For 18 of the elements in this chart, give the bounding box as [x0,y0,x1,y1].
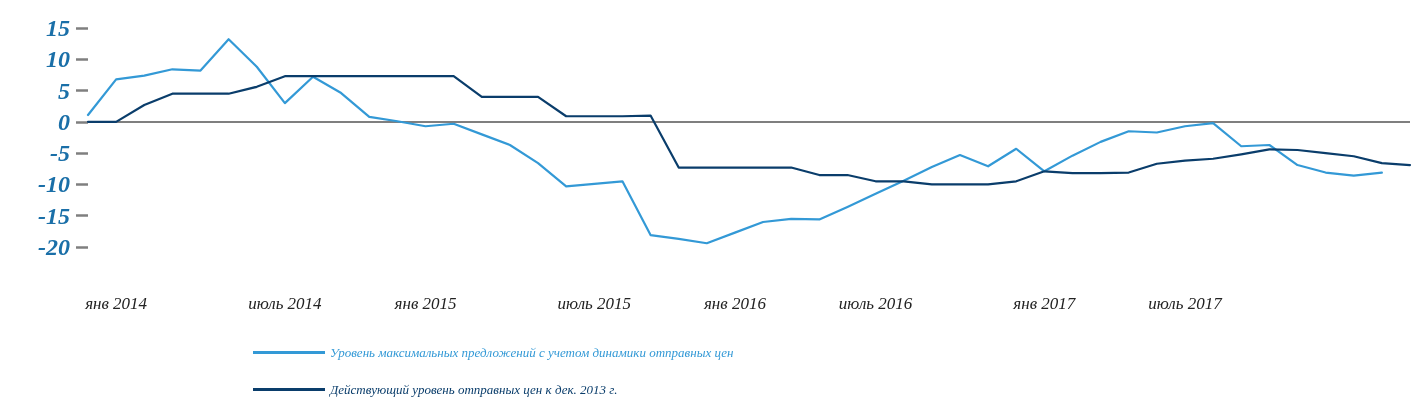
text: Уровень максимальных предложений с учетом динамики отправных цен [330,345,734,360]
y-tick-label: 10 [46,46,70,73]
y-tick-label: 0 [58,108,70,135]
x-tick-label: июль 2015 [557,294,632,313]
x-tick-label: янв 2017 [1012,294,1077,313]
y-tick-label: -15 [38,202,70,229]
x-tick-label: июль 2016 [838,294,913,313]
x-tick-label: янв 2015 [393,294,457,313]
y-tick-label: 15 [46,15,70,41]
y-tick-label: -10 [38,171,70,198]
y-tick-label: -5 [50,140,70,167]
y-tick-label: 5 [58,77,70,104]
x-tick-label: июль 2014 [248,294,323,313]
text: Действующий уровень отправных цен к дек. 2013 г. [328,382,618,397]
x-tick-label: янв 2016 [702,294,767,313]
y-tick-label: -20 [38,234,70,260]
x-tick-label: июль 2017 [1148,294,1224,313]
x-tick-label: янв 2014 [84,294,148,313]
